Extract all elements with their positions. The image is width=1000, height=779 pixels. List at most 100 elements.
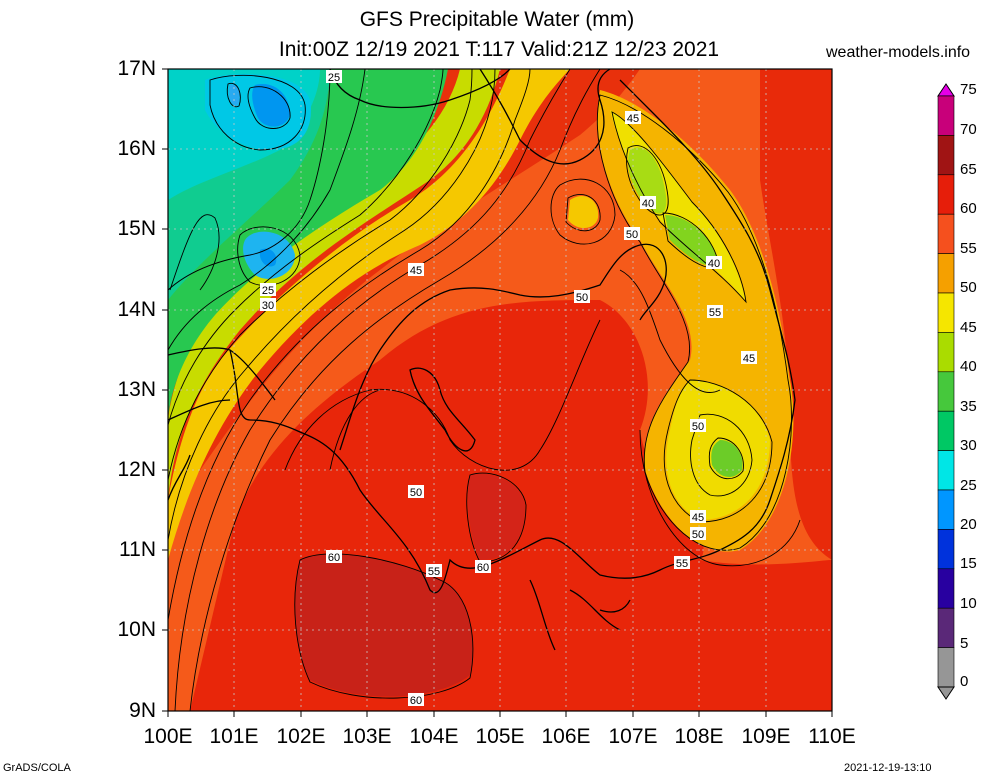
lon-label-109e: 109E [741,725,791,748]
contour-label-background [624,227,640,240]
contour-label-background [326,70,342,83]
pw-red-northeast [760,69,832,560]
colorbar-label-20: 20 [960,516,977,533]
contour-label-background [408,485,424,498]
lon-label-110e: 110E [808,725,856,748]
contour-label: 60 [410,695,422,707]
contour-labels: 25 45 40 50 40 45 50 55 45 25 30 50 50 60 55 60 45 50 55 60 [260,70,757,707]
contour-label: 50 [626,229,638,241]
colorbar-segment [937,410,955,451]
lat-label-16n: 16N [117,137,156,160]
lon-label-106e: 106E [541,725,591,748]
lon-label-102e: 102E [276,725,326,748]
colorbar-bottom-arrow [937,686,955,700]
colorbar-segment [937,647,955,688]
lon-label-104e: 104E [409,725,459,748]
pw-blue-core-south [259,248,277,267]
colorbar-segment [937,489,955,530]
contour-label-background [426,564,442,577]
colorbar [937,83,955,700]
colorbar-label-40: 40 [960,358,977,375]
contour-label-background [706,256,722,269]
contour-label-background [326,550,342,563]
colorbar-label-15: 15 [960,555,977,572]
contour-label: 60 [477,562,489,574]
contour-label: 50 [410,487,422,499]
colorbar-label-70: 70 [960,121,977,138]
contour-label-background [260,298,276,311]
map-title: GFS Precipitable Water (mm) [359,8,635,31]
contour-label: 55 [709,307,721,319]
colorbar-segment [937,568,955,609]
pw-maximum-center [468,473,525,560]
lat-label-14n: 14N [117,298,156,321]
contour-label-background [640,196,656,209]
colorbar-label-75: 75 [960,81,977,98]
pw-yellowgreen-west [168,69,500,500]
lat-label-12n: 12N [117,458,156,481]
contour-label-background [408,263,424,276]
pw-small-cell [568,196,599,229]
contour-label: 45 [410,265,422,277]
colorbar-label-0: 0 [960,673,969,690]
contour-label-background [674,556,690,569]
contour-label: 25 [328,72,340,84]
colorbar-label-35: 35 [960,398,977,415]
colorbar-segment [937,213,955,254]
colorbar-label-50: 50 [960,279,977,296]
generation-timestamp: 2021-12-19-13:10 [844,762,932,774]
contour-label-background [690,419,706,432]
map-subtitle: Init:00Z 12/19 2021 T:117 Valid:21Z 12/2… [278,38,720,61]
colorbar-segment [937,332,955,373]
contour-label: 50 [576,292,588,304]
contour-lines [167,68,801,712]
colorbar-label-60: 60 [960,200,977,217]
lon-label-100e: 100E [143,725,193,748]
colorbar-segment [937,529,955,570]
colorbar-segment [937,607,955,648]
lon-label-101e: 101E [209,725,259,748]
lat-label-10n: 10N [117,618,156,641]
contour-label: 45 [627,113,639,125]
pw-blue-minimum-north-west [229,84,240,106]
contour-label: 45 [692,512,704,524]
contour-label-background [690,510,706,523]
coastlines-borders [167,68,796,651]
contour-label-background [574,290,590,303]
colorbar-label-65: 65 [960,161,977,178]
contour-label: 50 [692,421,704,433]
contour-label-background [707,305,723,318]
colorbar-label-55: 55 [960,240,977,257]
lon-label-108e: 108E [674,725,724,748]
colorbar-segment [937,371,955,412]
colorbar-top-arrow [937,83,955,97]
lat-label-13n: 13N [117,378,156,401]
contour-label: 40 [708,258,720,270]
colorbar-segment [937,174,955,215]
site-credit: weather-models.info [826,44,971,61]
lat-label-9n: 9N [129,699,156,722]
colorbar-segment [937,292,955,333]
pw-minimum-south [711,440,743,477]
pw-minimum-north-east [665,215,718,266]
contour-label: 45 [743,353,755,365]
contour-label-background [260,283,276,296]
contour-label-background [408,693,424,706]
lon-label-107e: 107E [608,725,658,748]
lat-label-17n: 17N [117,57,156,80]
contour-label: 25 [262,285,274,297]
pw-minimum-north [628,147,667,214]
pw-green-band [168,69,448,420]
colorbar-label-10: 10 [960,595,977,612]
contour-label-background [690,527,706,540]
colorbar-segment [937,253,955,294]
axis-ticks [162,68,833,717]
lon-label-103e: 103E [342,725,392,748]
contour-label-background [475,560,491,573]
contour-label-background [625,111,641,124]
contour-label: 50 [692,529,704,541]
colorbar-segment [937,135,955,176]
colorbar-label-25: 25 [960,477,977,494]
lat-label-15n: 15N [117,217,156,240]
